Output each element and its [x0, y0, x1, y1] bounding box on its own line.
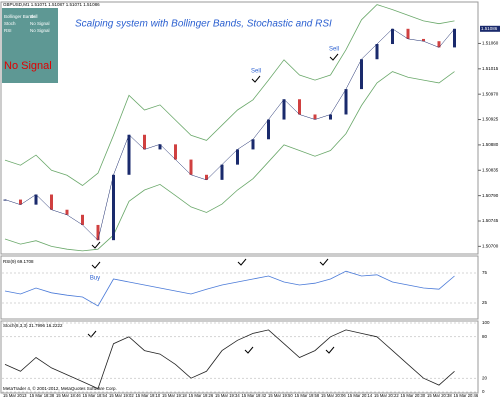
- y-tick-label: 1.51015: [482, 66, 499, 71]
- panel-label: Stoch: [4, 21, 16, 26]
- candle: [282, 99, 286, 120]
- lower-band: [4, 71, 455, 252]
- y-tick-label: 0: [482, 389, 485, 394]
- candle: [406, 28, 410, 39]
- y-tick-label: 1.50745: [482, 218, 499, 223]
- x-tick-label: 15 Mar 20:46: [454, 393, 479, 398]
- y-tick-label: 100: [482, 320, 490, 325]
- footer: MetaTrader 4, © 2001-2012, MetaQuotes So…: [3, 385, 117, 391]
- x-tick-label: 15 Mar 20:38: [427, 393, 452, 398]
- y-tick-label: 75: [482, 270, 488, 275]
- y-tick-label: 1.50970: [482, 91, 499, 96]
- signal-box: [2, 8, 58, 83]
- candle: [298, 99, 301, 115]
- candle: [267, 119, 270, 140]
- panel-value: No Signal: [30, 21, 50, 26]
- candle: [112, 174, 115, 241]
- candle: [34, 194, 38, 205]
- current-price: 1.51086: [481, 26, 498, 31]
- rsi-panel: [0, 255, 479, 320]
- x-tick-label: 15 Mar 19:58: [295, 393, 320, 398]
- candle: [3, 199, 7, 201]
- candle: [251, 139, 255, 150]
- buy-signal: Buy: [90, 276, 100, 282]
- sell-signal: Sell: [329, 47, 339, 53]
- y-tick-label: 1.50925: [482, 117, 499, 122]
- candle: [143, 134, 146, 150]
- candle: [174, 144, 177, 160]
- candle: [127, 134, 131, 175]
- x-tick-label: 15 Mar 18:54: [83, 393, 108, 398]
- x-tick-label: 15 Mar 18:46: [56, 393, 81, 398]
- panel-value: Sell: [30, 14, 38, 19]
- candle: [19, 199, 22, 205]
- y-tick-label: 1.50880: [482, 142, 499, 147]
- status: No Signal: [4, 60, 52, 72]
- current-price-box: [480, 25, 500, 32]
- candle: [220, 164, 224, 180]
- x-tick-label: 15 Mar 19:42: [242, 393, 267, 398]
- x-tick-label: 15 Mar 20:14: [348, 393, 373, 398]
- sell-signal: Sell: [251, 69, 261, 75]
- main-panel: [0, 1, 479, 255]
- candle: [313, 114, 317, 120]
- candle: [236, 149, 239, 165]
- rsi-line: [4, 270, 455, 307]
- upper-band: [4, 4, 455, 186]
- y-tick-label: 1.50700: [482, 244, 499, 249]
- y-tick-label: 25: [482, 300, 488, 305]
- x-tick-label: 15 Mar 20:06: [321, 393, 346, 398]
- panel-value: No Signal: [30, 28, 50, 33]
- y-tick-label: 80: [482, 334, 488, 339]
- candle: [96, 224, 100, 241]
- x-tick-label: 15 Mar 20:30: [401, 393, 426, 398]
- y-tick-label: 20: [482, 375, 488, 380]
- candle: [81, 214, 84, 225]
- candle: [205, 174, 208, 180]
- x-tick-label: 15 Mar 19:10: [136, 393, 161, 398]
- symbol-header: GBPUSD,M1 1.51071 1.51087 1.51071 1.5108…: [3, 2, 100, 7]
- chart-title: Scalping system with Bollinger Bands, St…: [75, 19, 332, 30]
- check-marks: [91, 53, 339, 269]
- candle: [344, 89, 348, 115]
- x-tick-label: 15 Mar 19:26: [189, 393, 214, 398]
- stoch-label: Stoch(8,3,3) 31.7996 16.2222: [3, 323, 63, 328]
- x-tick-label: 15 Mar 2013: [3, 393, 27, 398]
- candle: [422, 38, 425, 42]
- candle: [375, 44, 379, 60]
- x-tick-label: 15 Mar 19:34: [215, 393, 240, 398]
- candle: [437, 41, 441, 48]
- y-tick-label: 1.51060: [482, 41, 499, 46]
- stoch-line: [4, 329, 455, 390]
- x-tick-label: 15 Mar 19:02: [109, 393, 134, 398]
- candle: [360, 59, 363, 90]
- rsi-label: RSI(9) 69.1708: [3, 259, 34, 264]
- candle: [65, 209, 69, 215]
- x-tick-label: 15 Mar 18:38: [30, 393, 55, 398]
- candle: [391, 28, 394, 45]
- candle: [189, 159, 193, 175]
- candle: [329, 114, 332, 120]
- candle: [453, 28, 456, 48]
- x-tick-label: 15 Mar 20:22: [374, 393, 399, 398]
- y-tick-label: 1.50835: [482, 167, 499, 172]
- stoch-panel: [0, 320, 479, 394]
- close-line: [4, 28, 455, 241]
- candle: [50, 194, 53, 210]
- candle: [158, 144, 162, 150]
- y-tick-label: 1.50790: [482, 193, 499, 198]
- x-tick-label: 15 Mar 19:50: [268, 393, 293, 398]
- panel-label: Bollinger Bands: [4, 14, 36, 19]
- panel-label: RSI: [4, 28, 12, 33]
- x-tick-label: 15 Mar 19:18: [162, 393, 187, 398]
